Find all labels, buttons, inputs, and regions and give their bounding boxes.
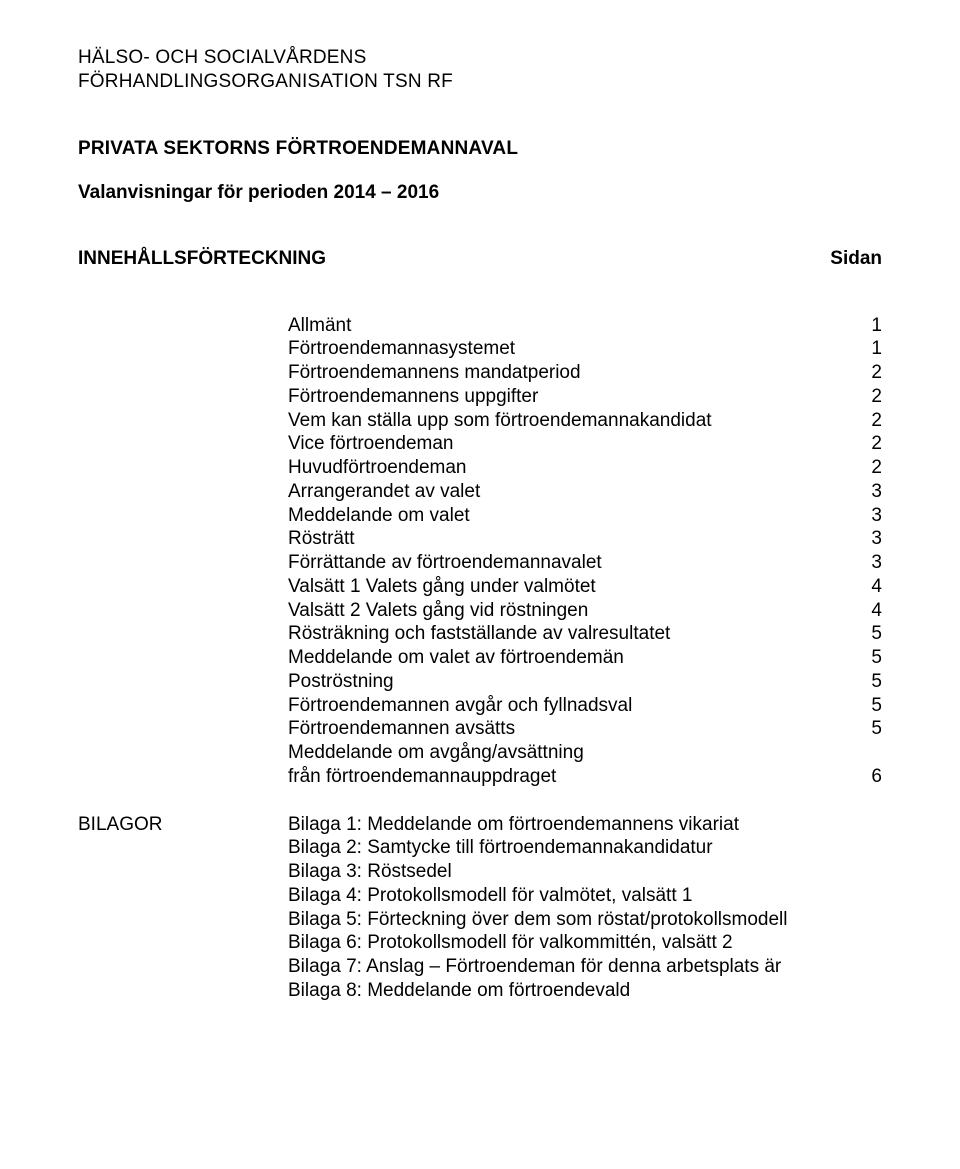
toc-page: 6 bbox=[858, 765, 882, 789]
toc-page: 3 bbox=[858, 504, 882, 528]
toc-row: från förtroendemannauppdraget 6 bbox=[288, 765, 882, 789]
toc-page: 5 bbox=[858, 694, 882, 718]
toc-row: Meddelande om valet 3 bbox=[288, 504, 882, 528]
appendix-list: Bilaga 1: Meddelande om förtroendemannen… bbox=[288, 813, 882, 1003]
document-subtitle: Valanvisningar för perioden 2014 – 2016 bbox=[78, 182, 882, 204]
toc-label: Förtroendemannens mandatperiod bbox=[288, 361, 858, 385]
toc-label: Rösträtt bbox=[288, 527, 858, 551]
toc-page: 3 bbox=[858, 527, 882, 551]
toc-label: Rösträkning och fastställande av valresu… bbox=[288, 622, 858, 646]
toc-row: Rösträkning och fastställande av valresu… bbox=[288, 622, 882, 646]
toc-row: Meddelande om valet av förtroendemän 5 bbox=[288, 646, 882, 670]
toc-row: Allmänt 1 bbox=[288, 314, 882, 338]
toc-label: Poströstning bbox=[288, 670, 858, 694]
toc-row: Rösträtt 3 bbox=[288, 527, 882, 551]
toc-row: Meddelande om avgång/avsättning bbox=[288, 741, 882, 765]
toc-page: 4 bbox=[858, 599, 882, 623]
toc-row: Vice förtroendeman 2 bbox=[288, 432, 882, 456]
toc-page: 5 bbox=[858, 622, 882, 646]
appendix-item: Bilaga 7: Anslag – Förtroendeman för den… bbox=[288, 955, 882, 979]
toc-page: 1 bbox=[858, 314, 882, 338]
toc-label: Förtroendemannasystemet bbox=[288, 337, 858, 361]
toc-heading-left: INNEHÅLLSFÖRTECKNING bbox=[78, 248, 326, 270]
appendix-item: Bilaga 3: Röstsedel bbox=[288, 860, 882, 884]
toc-label: Vem kan ställa upp som förtroendemannaka… bbox=[288, 409, 858, 433]
toc-label: Arrangerandet av valet bbox=[288, 480, 858, 504]
toc-row: Förrättande av förtroendemannavalet 3 bbox=[288, 551, 882, 575]
toc-label: Förtroendemannen avsätts bbox=[288, 717, 858, 741]
toc-row: Förtroendemannasystemet 1 bbox=[288, 337, 882, 361]
appendix-item: Bilaga 8: Meddelande om förtroendevald bbox=[288, 979, 882, 1003]
appendix-item: Bilaga 6: Protokollsmodell för valkommit… bbox=[288, 931, 882, 955]
toc-row: Förtroendemannens mandatperiod 2 bbox=[288, 361, 882, 385]
toc-row: Huvudförtroendeman 2 bbox=[288, 456, 882, 480]
toc-page: 2 bbox=[858, 432, 882, 456]
appendix-heading: BILAGOR bbox=[78, 813, 288, 1003]
toc-row: Förtroendemannen avgår och fyllnadsval 5 bbox=[288, 694, 882, 718]
toc-row: Valsätt 2 Valets gång vid röstningen 4 bbox=[288, 599, 882, 623]
toc-row: Förtroendemannens uppgifter 2 bbox=[288, 385, 882, 409]
toc-label: Meddelande om valet av förtroendemän bbox=[288, 646, 858, 670]
appendix-item: Bilaga 2: Samtycke till förtroendemannak… bbox=[288, 836, 882, 860]
toc-heading-row: INNEHÅLLSFÖRTECKNING Sidan bbox=[78, 248, 882, 270]
toc-row: Valsätt 1 Valets gång under valmötet 4 bbox=[288, 575, 882, 599]
appendix-item: Bilaga 5: Förteckning över dem som rösta… bbox=[288, 908, 882, 932]
toc-page: 2 bbox=[858, 409, 882, 433]
toc-page: 2 bbox=[858, 456, 882, 480]
appendix-section: BILAGOR Bilaga 1: Meddelande om förtroen… bbox=[78, 813, 882, 1003]
toc-page: 2 bbox=[858, 385, 882, 409]
toc-row: Vem kan ställa upp som förtroendemannaka… bbox=[288, 409, 882, 433]
toc-page: 5 bbox=[858, 646, 882, 670]
toc-label: Valsätt 2 Valets gång vid röstningen bbox=[288, 599, 858, 623]
appendix-item: Bilaga 1: Meddelande om förtroendemannen… bbox=[288, 813, 882, 837]
toc-page: 1 bbox=[858, 337, 882, 361]
toc-row: Poströstning 5 bbox=[288, 670, 882, 694]
toc-label: Huvudförtroendeman bbox=[288, 456, 858, 480]
toc-label: Allmänt bbox=[288, 314, 858, 338]
toc-label: Valsätt 1 Valets gång under valmötet bbox=[288, 575, 858, 599]
toc-label: Förtroendemannen avgår och fyllnadsval bbox=[288, 694, 858, 718]
toc-row: Förtroendemannen avsätts 5 bbox=[288, 717, 882, 741]
document-page: HÄLSO- OCH SOCIALVÅRDENS FÖRHANDLINGSORG… bbox=[0, 0, 960, 1169]
toc-heading-right: Sidan bbox=[830, 248, 882, 270]
org-line-1: HÄLSO- OCH SOCIALVÅRDENS bbox=[78, 46, 882, 70]
toc-page: 4 bbox=[858, 575, 882, 599]
toc-page: 2 bbox=[858, 361, 882, 385]
toc-row: Arrangerandet av valet 3 bbox=[288, 480, 882, 504]
toc-page: 5 bbox=[858, 717, 882, 741]
toc-page: 3 bbox=[858, 551, 882, 575]
toc-label: Förrättande av förtroendemannavalet bbox=[288, 551, 858, 575]
toc-label: Meddelande om avgång/avsättning bbox=[288, 741, 858, 765]
toc-page: 3 bbox=[858, 480, 882, 504]
table-of-contents: Allmänt 1 Förtroendemannasystemet 1 Fört… bbox=[288, 314, 882, 789]
org-line-2: FÖRHANDLINGSORGANISATION TSN RF bbox=[78, 70, 882, 94]
toc-label: Vice förtroendeman bbox=[288, 432, 858, 456]
toc-label: Meddelande om valet bbox=[288, 504, 858, 528]
toc-label: från förtroendemannauppdraget bbox=[288, 765, 858, 789]
toc-label: Förtroendemannens uppgifter bbox=[288, 385, 858, 409]
appendix-item: Bilaga 4: Protokollsmodell för valmötet,… bbox=[288, 884, 882, 908]
toc-page: 5 bbox=[858, 670, 882, 694]
document-title: PRIVATA SEKTORNS FÖRTROENDEMANNAVAL bbox=[78, 138, 882, 160]
